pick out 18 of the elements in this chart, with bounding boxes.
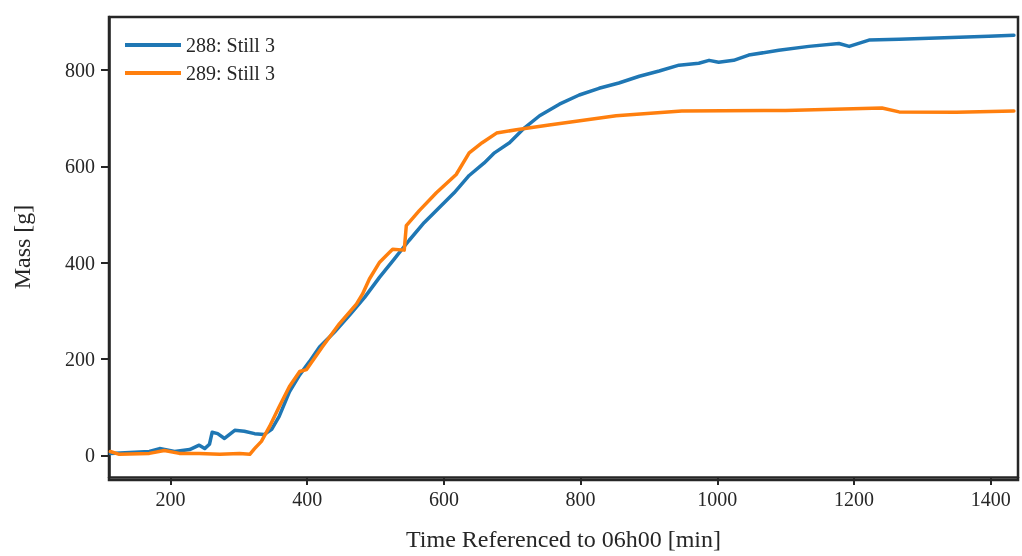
line-series xyxy=(108,33,1016,456)
x-tick-label: 400 xyxy=(292,488,323,510)
x-axis-title: Time Referenced to 06h00 [min] xyxy=(405,526,722,552)
legend-label: 289: Still 3 xyxy=(186,62,275,84)
x-tick-label: 1000 xyxy=(697,488,738,510)
y-tick-label: 400 xyxy=(65,251,95,274)
x-tick-label: 800 xyxy=(565,488,596,510)
y-tick-label: 200 xyxy=(65,347,95,370)
line-series xyxy=(108,106,1016,457)
y-axis-title: Mass [g] xyxy=(9,204,35,290)
x-tick-label: 200 xyxy=(155,488,186,510)
y-tick-label: 600 xyxy=(65,155,95,178)
x-tick-label: 1400 xyxy=(970,488,1011,510)
y-tick-label: 800 xyxy=(65,58,95,81)
x-tick-label: 1200 xyxy=(833,488,874,510)
legend-label: 288: Still 3 xyxy=(186,34,275,56)
x-tick-label: 600 xyxy=(428,488,459,510)
y-tick-label: 0 xyxy=(85,444,95,467)
